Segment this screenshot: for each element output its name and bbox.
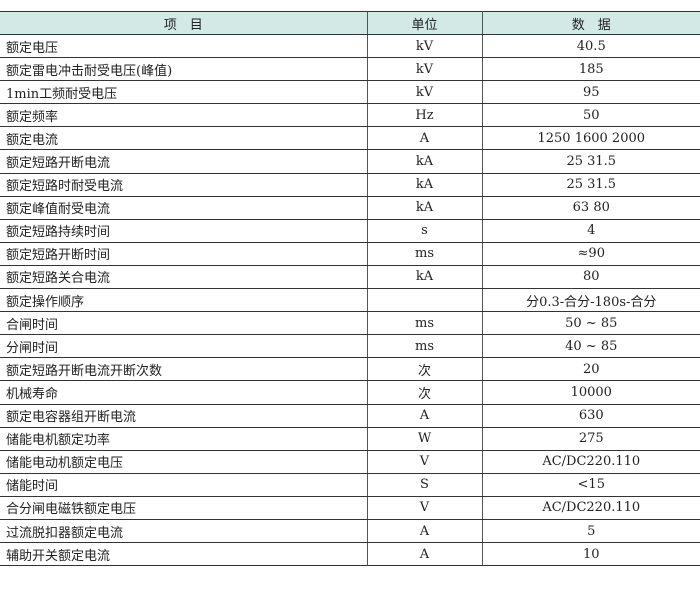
row-unit: 次 [366, 357, 483, 382]
row-unit: ms [366, 242, 483, 266]
row-unit: W [366, 427, 483, 451]
row-value: 80 [482, 265, 700, 290]
row-unit: kV [366, 34, 483, 59]
table-row: 储能电动机额定电压 V AC/DC220.110 [0, 450, 700, 474]
row-item: 额定短路开断时间 [0, 242, 367, 266]
row-item: 储能电动机额定电压 [0, 450, 367, 474]
row-item: 额定雷电冲击耐受电压(峰值) [0, 57, 367, 82]
row-value: AC/DC220.110 [482, 496, 700, 520]
row-item: 额定峰值耐受电流 [0, 196, 367, 220]
table-row: 额定短路开断电流开断次数次 20 [0, 357, 700, 382]
table-row: 过流脱扣器额定电流 A 5 [0, 519, 700, 544]
row-item: 储能电机额定功率 [0, 427, 367, 451]
row-item: 额定频率 [0, 103, 367, 128]
row-value: 10000 [482, 380, 700, 405]
table-row: 额定短路关合电流 kA 80 [0, 265, 700, 290]
row-item: 额定电压 [0, 34, 367, 59]
header-data: 数 据 [482, 11, 700, 35]
row-item: 合分闸电磁铁额定电压 [0, 496, 367, 520]
row-unit: A [366, 542, 483, 567]
row-value: 40 ~ 85 [482, 334, 700, 359]
row-item: 1min工频耐受电压 [0, 80, 367, 105]
table-row: 机械寿命次 10000 [0, 380, 700, 405]
table-row: 额定短路开断电流 kA 25 31.5 [0, 149, 700, 174]
row-value: 分0.3-合分-180s-合分 [482, 288, 700, 313]
table-row: 额定峰值耐受电流 kA 63 80 [0, 196, 700, 220]
row-item: 辅助开关额定电流 [0, 542, 367, 567]
row-item: 分闸时间 [0, 334, 367, 359]
row-unit: kA [366, 196, 483, 220]
table-row: 额定短路时耐受电流 kA 25 31.5 [0, 173, 700, 197]
table-row: 额定频率 Hz 50 [0, 103, 700, 128]
row-unit: kV [366, 80, 483, 105]
row-item: 储能时间 [0, 473, 367, 497]
row-value: 5 [482, 519, 700, 544]
row-unit: 次 [366, 380, 483, 405]
row-value: 95 [482, 80, 700, 105]
table-row: 额定电流 A 1250 1600 2000 [0, 126, 700, 151]
table-row: 额定操作顺序 分0.3-合分-180s-合分 [0, 288, 700, 313]
row-value: 25 31.5 [482, 173, 700, 197]
header-unit: 单位 [366, 11, 483, 35]
row-item: 合闸时间 [0, 311, 367, 336]
header-item: 项 目 [0, 11, 367, 35]
table-row: 辅助开关额定电流 A 10 [0, 542, 700, 567]
table-row: 额定电容器组开断电流 A 630 [0, 404, 700, 428]
table-row: 合分闸电磁铁额定电压 V AC/DC220.110 [0, 496, 700, 520]
row-value: 40.5 [482, 34, 700, 59]
row-unit: kV [366, 57, 483, 82]
row-value: 25 31.5 [482, 149, 700, 174]
row-value: 50 ~ 85 [482, 311, 700, 336]
row-unit: kA [366, 265, 483, 290]
row-value: <15 [482, 473, 700, 497]
row-item: 额定短路持续时间 [0, 219, 367, 243]
row-item: 额定电流 [0, 126, 367, 151]
row-unit: A [366, 126, 483, 151]
row-unit: ms [366, 334, 483, 359]
table-row: 额定短路开断时间 ms ≈90 [0, 242, 700, 266]
spec-table: 项 目 单位 数 据 额定电压 kV 40.5 额定雷电冲击耐受电压(峰值) kV 185… [0, 11, 700, 567]
row-value: 275 [482, 427, 700, 451]
row-unit: S [366, 473, 483, 497]
row-value: 10 [482, 542, 700, 567]
row-value: 50 [482, 103, 700, 128]
row-value: 63 80 [482, 196, 700, 220]
row-unit: V [366, 450, 483, 474]
row-item: 额定短路开断电流开断次数 [0, 357, 367, 382]
row-unit: kA [366, 173, 483, 197]
row-item: 额定短路时耐受电流 [0, 173, 367, 197]
row-unit: s [366, 219, 483, 243]
row-item: 过流脱扣器额定电流 [0, 519, 367, 544]
row-value: ≈90 [482, 242, 700, 266]
row-unit: A [366, 519, 483, 544]
table-row: 额定雷电冲击耐受电压(峰值) kV 185 [0, 57, 700, 82]
table-row: 额定短路持续时间 s 4 [0, 219, 700, 243]
row-item: 额定短路关合电流 [0, 265, 367, 290]
row-item: 额定电容器组开断电流 [0, 404, 367, 428]
row-unit: A [366, 404, 483, 428]
row-value: 630 [482, 404, 700, 428]
row-value: 4 [482, 219, 700, 243]
table-row: 额定电压 kV 40.5 [0, 34, 700, 59]
row-unit: ms [366, 311, 483, 336]
row-item: 机械寿命 [0, 380, 367, 405]
table-row: 储能时间 S <15 [0, 473, 700, 497]
row-item: 额定短路开断电流 [0, 149, 367, 174]
row-value: AC/DC220.110 [482, 450, 700, 474]
table-row: 储能电机额定功率 W 275 [0, 427, 700, 451]
row-item: 额定操作顺序 [0, 288, 367, 313]
row-unit [366, 288, 483, 313]
row-value: 185 [482, 57, 700, 82]
table-row: 分闸时间 ms 40 ~ 85 [0, 334, 700, 359]
row-value: 1250 1600 2000 [482, 126, 700, 151]
row-value: 20 [482, 357, 700, 382]
table-row: 1min工频耐受电压 kV 95 [0, 80, 700, 105]
row-unit: V [366, 496, 483, 520]
table-row: 合闸时间 ms 50 ~ 85 [0, 311, 700, 336]
header-row: 项 目 单位 数 据 [0, 11, 700, 35]
row-unit: Hz [366, 103, 483, 128]
row-unit: kA [366, 149, 483, 174]
